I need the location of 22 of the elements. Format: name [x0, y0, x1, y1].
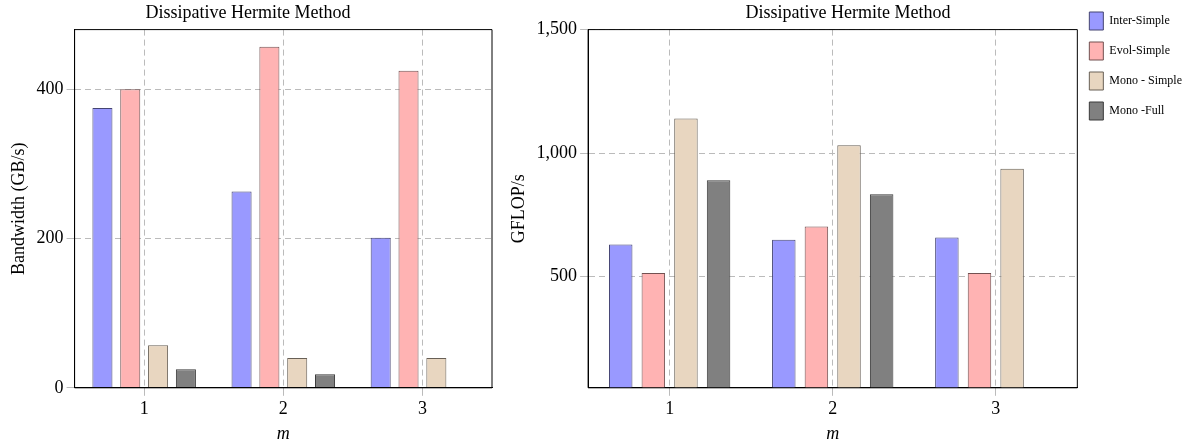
- y-tick-label: 200: [36, 227, 64, 248]
- x-tick-label: 1: [665, 398, 675, 419]
- chart-title: Dissipative Hermite Method: [745, 1, 951, 22]
- legend-label: Mono -Full: [1109, 103, 1166, 118]
- x-axis-title: m: [826, 422, 840, 443]
- x-tick-label: 3: [417, 398, 427, 419]
- y-tick-label: 400: [36, 78, 64, 99]
- legend-label: Inter-Simple: [1109, 13, 1170, 28]
- x-tick-label: 2: [828, 398, 838, 419]
- y-tick-label: 0: [54, 376, 64, 397]
- x-tick-label: 2: [278, 398, 288, 419]
- y-tick-label: 1,500: [536, 18, 578, 39]
- y-axis-title: Bandwidth (GB/s): [7, 142, 29, 275]
- legend-label: Evol-Simple: [1109, 43, 1170, 58]
- chart-title: Dissipative Hermite Method: [145, 1, 351, 22]
- x-axis-title: m: [276, 422, 290, 443]
- legend-label: Mono - Simple: [1109, 73, 1182, 88]
- x-tick-label: 1: [139, 398, 149, 419]
- y-tick-label: 1,000: [536, 141, 578, 162]
- y-tick-label: 500: [550, 265, 578, 286]
- x-tick-label: 3: [991, 398, 1001, 419]
- y-axis-title: GFLOP/s: [507, 174, 528, 244]
